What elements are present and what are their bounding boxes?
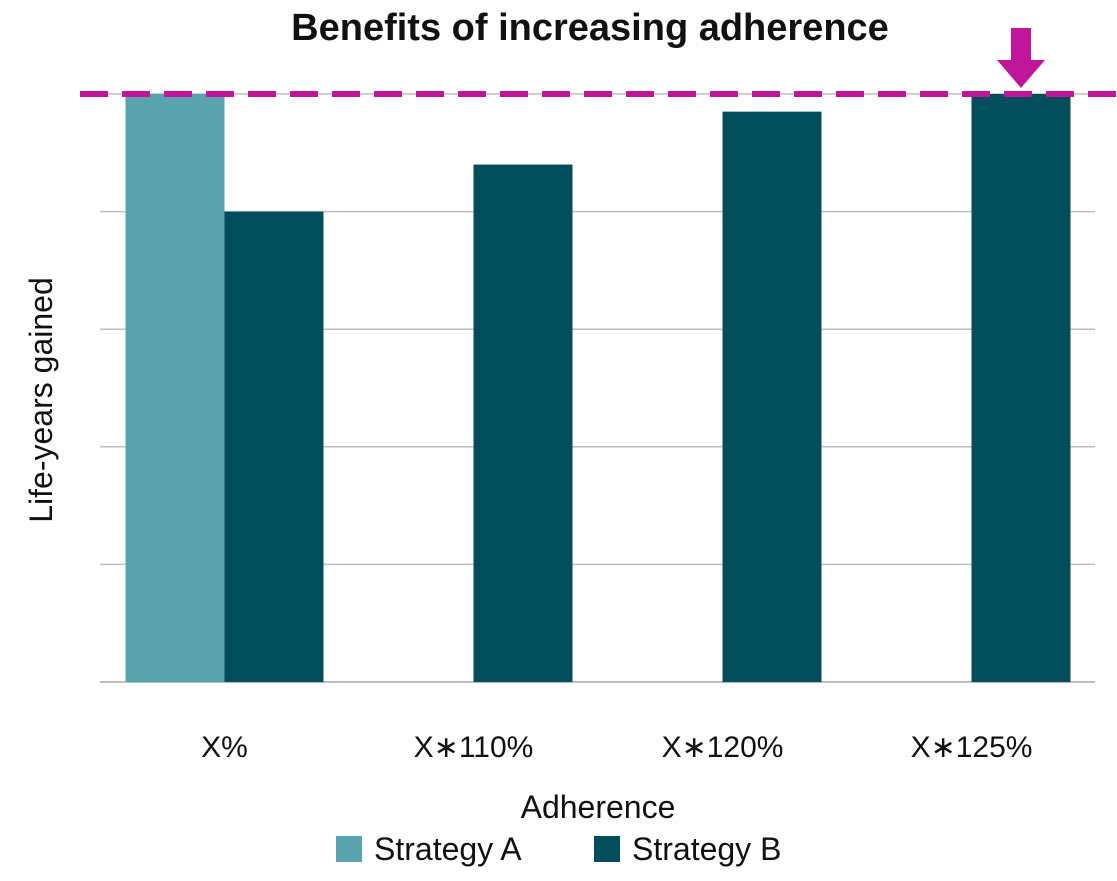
legend-label: Strategy A: [374, 831, 522, 867]
legend-swatch-strategy-b: [594, 836, 620, 862]
bar-strategy-b-1: [473, 164, 573, 682]
y-axis-label: Life-years gained: [23, 277, 59, 522]
legend-label: Strategy B: [632, 831, 781, 867]
x-tick-labels: X% X∗110% X∗120% X∗125%: [201, 731, 1032, 764]
bar-strategy-b-3: [971, 94, 1071, 682]
down-arrow-icon: [997, 28, 1045, 88]
bars: [125, 94, 1071, 682]
reference-layer: [80, 28, 1117, 97]
bar-strategy-b-2: [722, 111, 822, 682]
x-axis-label: Adherence: [521, 789, 676, 825]
legend: Strategy A Strategy B: [336, 831, 781, 867]
bar-strategy-a-0: [125, 94, 225, 682]
x-tick-label: X∗110%: [414, 731, 534, 764]
x-tick-label: X∗125%: [911, 731, 1033, 764]
legend-swatch-strategy-a: [336, 836, 362, 862]
bar-strategy-b-0: [224, 211, 324, 682]
x-tick-label: X∗120%: [662, 731, 784, 764]
chart-title: Benefits of increasing adherence: [291, 7, 889, 49]
x-tick-label: X%: [201, 731, 248, 764]
